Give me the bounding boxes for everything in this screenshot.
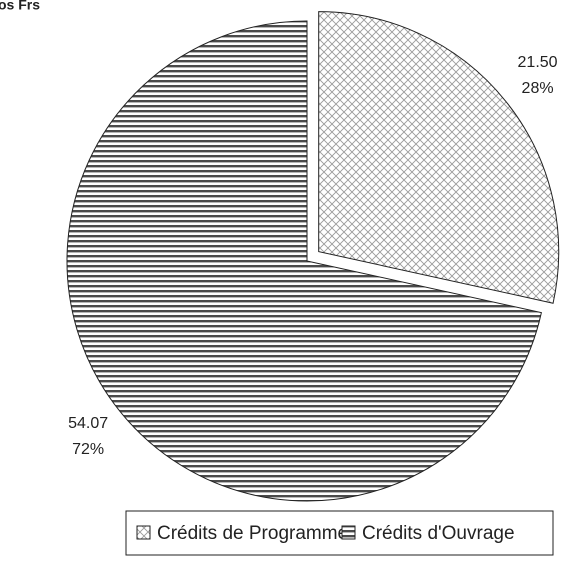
legend-label: Crédits d'Ouvrage [362, 523, 515, 544]
pie-slice [66, 20, 542, 502]
percent-label: 28% [522, 80, 554, 97]
legend-swatch [136, 525, 151, 540]
legend-swatch [341, 525, 356, 540]
percent-label: 72% [72, 441, 104, 458]
legend-label: Crédits de Programme [157, 523, 348, 544]
pie-slice [318, 11, 560, 304]
chart-title: os Frs [0, 0, 40, 13]
legend-box [125, 510, 554, 556]
value-label: 54.07 [68, 415, 108, 432]
value-label: 21.50 [518, 54, 558, 71]
